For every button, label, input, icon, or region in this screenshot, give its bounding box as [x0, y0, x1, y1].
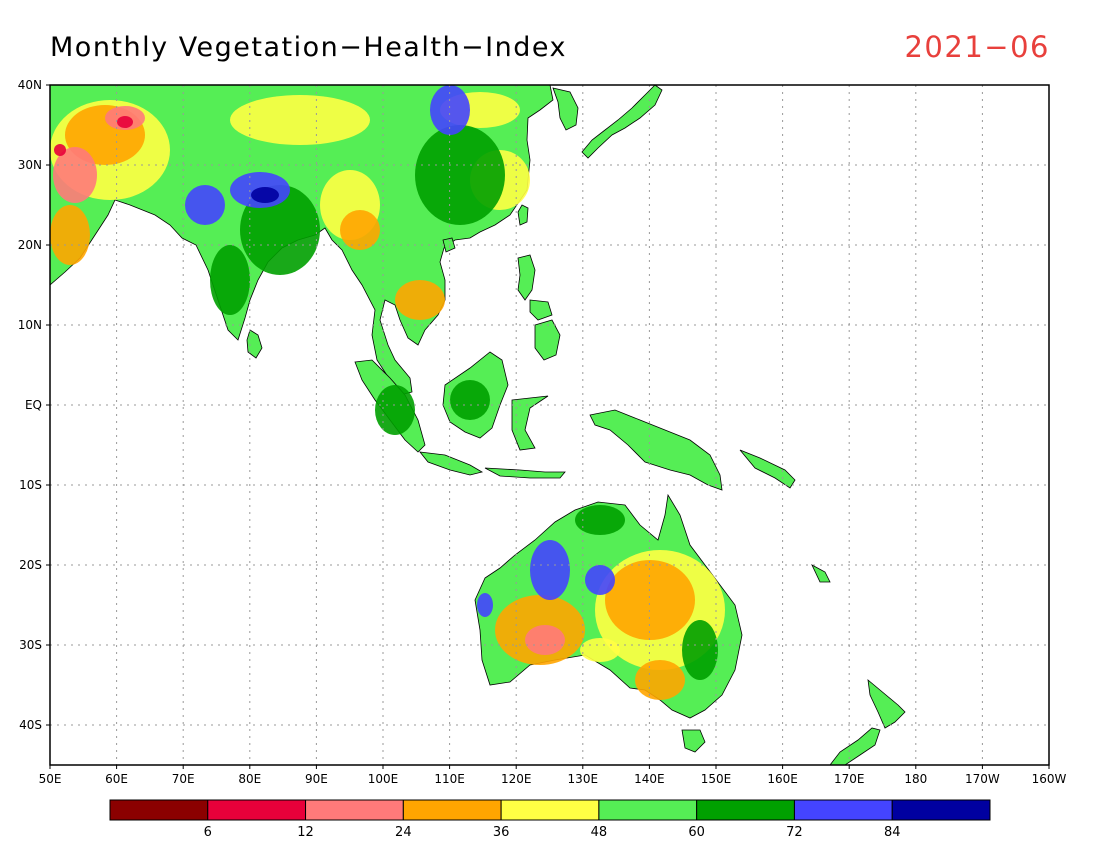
colorbar: 6 12 24 36 48 60 72 84: [109, 799, 991, 840]
lon-tick-label: 160E: [767, 772, 798, 786]
lon-tick-label: 140E: [634, 772, 665, 786]
land-luzon: [517, 254, 536, 301]
land-new-zealand-north: [867, 679, 906, 729]
colorbar-label: 24: [395, 825, 412, 840]
longitude-ticks: 50E 60E 70E 80E 90E 100E 110E 120E 130E 140E 150E 1…: [39, 765, 1067, 786]
colorbar-swatch: [598, 799, 698, 821]
colorbar-label: 6: [204, 825, 212, 840]
map-date: 2021−06: [904, 30, 1050, 64]
lat-tick-label: 40N: [18, 78, 42, 92]
colorbar-label: 84: [884, 825, 901, 840]
lat-tick-label: 30N: [18, 158, 42, 172]
lon-tick-label: 180: [904, 772, 927, 786]
grid-lines: [50, 85, 1049, 765]
land-solomon-islands: [739, 449, 796, 489]
lon-tick-label: 70E: [172, 772, 195, 786]
lon-tick-label: 110E: [434, 772, 465, 786]
lon-tick-label: 160W: [1032, 772, 1067, 786]
colorbar-swatch: [402, 799, 502, 821]
colorbar-swatch: [305, 799, 404, 821]
lon-tick-label: 170E: [834, 772, 865, 786]
lat-tick-label: 20S: [19, 558, 42, 572]
colorbar-swatch: [500, 799, 600, 821]
land-japan: [581, 85, 663, 159]
land-lesser-sunda: [484, 467, 566, 479]
vhi-patches: [50, 85, 725, 700]
land-sri-lanka: [246, 329, 263, 359]
land-sulawesi: [511, 395, 549, 451]
colorbar-label: 48: [591, 825, 608, 840]
lon-tick-label: 50E: [39, 772, 62, 786]
plot-border: [49, 84, 1050, 766]
land-tasmania: [681, 729, 706, 753]
land-taiwan: [517, 204, 529, 226]
lon-tick-label: 170W: [965, 772, 1000, 786]
colorbar-swatch: [891, 799, 991, 821]
lat-tick-label: 20N: [18, 238, 42, 252]
land-korea: [552, 87, 579, 131]
land-java: [419, 451, 484, 476]
colorbar-swatch: [207, 799, 307, 821]
lon-tick-label: 120E: [501, 772, 532, 786]
lon-tick-label: 130E: [568, 772, 599, 786]
lat-tick-label: EQ: [25, 398, 42, 412]
lon-tick-label: 90E: [305, 772, 328, 786]
map-title: Monthly Vegetation−Health−Index: [50, 32, 568, 63]
land-vanuatu: [811, 564, 831, 583]
lon-tick-label: 80E: [238, 772, 261, 786]
land-new-guinea: [589, 409, 723, 491]
land-visayas: [529, 299, 553, 321]
lon-tick-label: 60E: [105, 772, 128, 786]
colorbar-swatch: [793, 799, 893, 821]
land-new-zealand-south: [829, 727, 881, 765]
lat-tick-label: 40S: [19, 718, 42, 732]
lat-tick-label: 30S: [19, 638, 42, 652]
colorbar-label: 36: [493, 825, 510, 840]
latitude-ticks: 40N 30N 20N 10N EQ 10S 20S 30S 40S: [18, 78, 50, 732]
colorbar-swatch: [696, 799, 795, 821]
lon-tick-label: 100E: [368, 772, 399, 786]
lon-tick-label: 150E: [701, 772, 732, 786]
lat-tick-label: 10S: [19, 478, 42, 492]
colorbar-label: 12: [297, 825, 314, 840]
lat-tick-label: 10N: [18, 318, 42, 332]
colorbar-label: 72: [786, 825, 803, 840]
colorbar-label: 60: [688, 825, 705, 840]
colorbar-swatch: [109, 799, 209, 821]
land-mindanao: [534, 319, 561, 361]
